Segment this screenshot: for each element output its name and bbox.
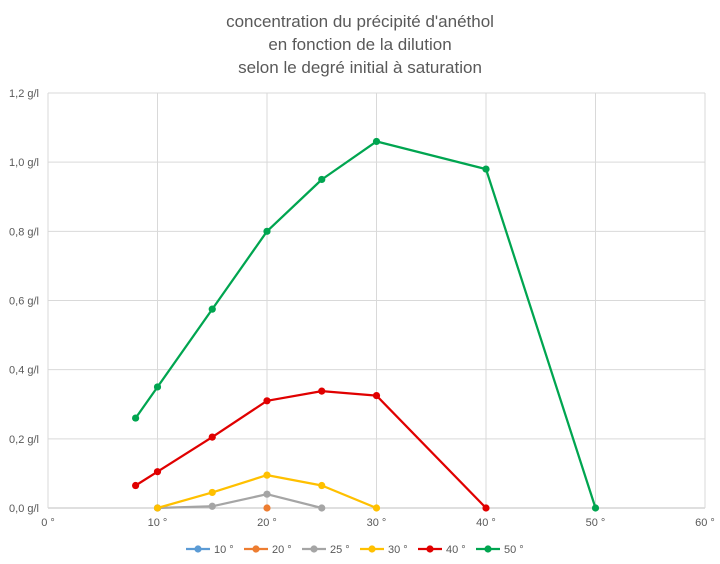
y-tick-label: 1,0 g/l <box>9 157 39 169</box>
legend-item: 40 ° <box>418 544 466 556</box>
y-tick-label: 1,2 g/l <box>9 88 39 100</box>
series-line <box>134 140 597 509</box>
legend-label: 20 ° <box>272 544 292 556</box>
legend-swatch-marker <box>310 545 318 553</box>
x-tick-label: 20 ° <box>257 517 277 529</box>
x-tick-label: 60 ° <box>695 517 715 529</box>
data-point <box>591 504 600 512</box>
series-line <box>157 493 323 510</box>
y-tick-label: 0,6 g/l <box>9 296 39 308</box>
legend-item: 30 ° <box>360 544 408 556</box>
data-point <box>208 433 216 441</box>
data-point <box>318 175 326 184</box>
legend: 10 ° 20 ° 25 ° 30 ° 40 ° 50 ° <box>186 544 524 556</box>
series-6 <box>132 137 600 512</box>
chart-title-line-2: en fonction de la dilution <box>268 35 452 54</box>
legend-label: 25 ° <box>330 544 350 556</box>
series-line <box>135 389 487 509</box>
legend-item: 20 ° <box>244 544 292 556</box>
data-point <box>263 504 271 512</box>
legend-label: 50 ° <box>504 544 524 556</box>
x-tick-label: 30 ° <box>367 517 387 529</box>
data-point <box>208 488 216 497</box>
chart-title: concentration du précipité d'anéthol en … <box>0 10 720 79</box>
legend-label: 30 ° <box>388 544 408 556</box>
data-point <box>153 383 162 391</box>
data-point <box>318 481 326 490</box>
data-point <box>263 397 271 405</box>
legend-item: 25 ° <box>302 544 350 556</box>
data-point <box>208 305 216 313</box>
series-group <box>132 137 600 512</box>
y-tick-label: 0,2 g/l <box>9 434 39 446</box>
series-4 <box>153 471 381 512</box>
data-point <box>208 502 216 510</box>
data-point <box>263 490 271 498</box>
series-2 <box>263 504 271 512</box>
data-point <box>482 504 490 512</box>
legend-label: 40 ° <box>446 544 466 556</box>
legend-swatch-marker <box>368 545 376 553</box>
chart-title-line-3: selon le degré initial à saturation <box>238 58 482 77</box>
data-point <box>372 392 381 400</box>
data-point <box>263 471 271 479</box>
chart-title-line-1: concentration du précipité d'anéthol <box>226 12 494 31</box>
x-tick-label: 10 ° <box>148 517 168 529</box>
data-point <box>372 504 381 512</box>
data-point <box>132 481 140 490</box>
data-point <box>132 414 140 422</box>
y-tick-label: 0,0 g/l <box>9 503 39 515</box>
data-point <box>153 468 162 476</box>
series-5 <box>132 387 490 512</box>
x-tick-label: 50 ° <box>586 517 606 529</box>
x-tick-label: 0 ° <box>41 517 55 529</box>
grid <box>47 92 706 509</box>
y-tick-label: 0,4 g/l <box>9 365 39 377</box>
legend-swatch-marker <box>194 545 202 553</box>
axes: 0,0 g/l 0,2 g/l 0,4 g/l 0,6 g/l 0,8 g/l 1,0 g… <box>9 88 715 529</box>
y-tick-label: 0,8 g/l <box>9 226 39 238</box>
legend-label: 10 ° <box>214 544 234 556</box>
legend-swatch-marker <box>426 545 434 553</box>
data-point <box>153 504 162 512</box>
data-point <box>372 137 381 146</box>
data-point <box>263 227 271 235</box>
data-point <box>318 504 326 512</box>
legend-swatch-marker <box>252 545 260 553</box>
legend-item: 10 ° <box>186 544 234 556</box>
data-point <box>482 165 490 173</box>
legend-item: 50 ° <box>476 544 524 556</box>
x-tick-label: 40 ° <box>476 517 496 529</box>
data-point <box>318 387 326 395</box>
legend-swatch-marker <box>484 545 492 553</box>
